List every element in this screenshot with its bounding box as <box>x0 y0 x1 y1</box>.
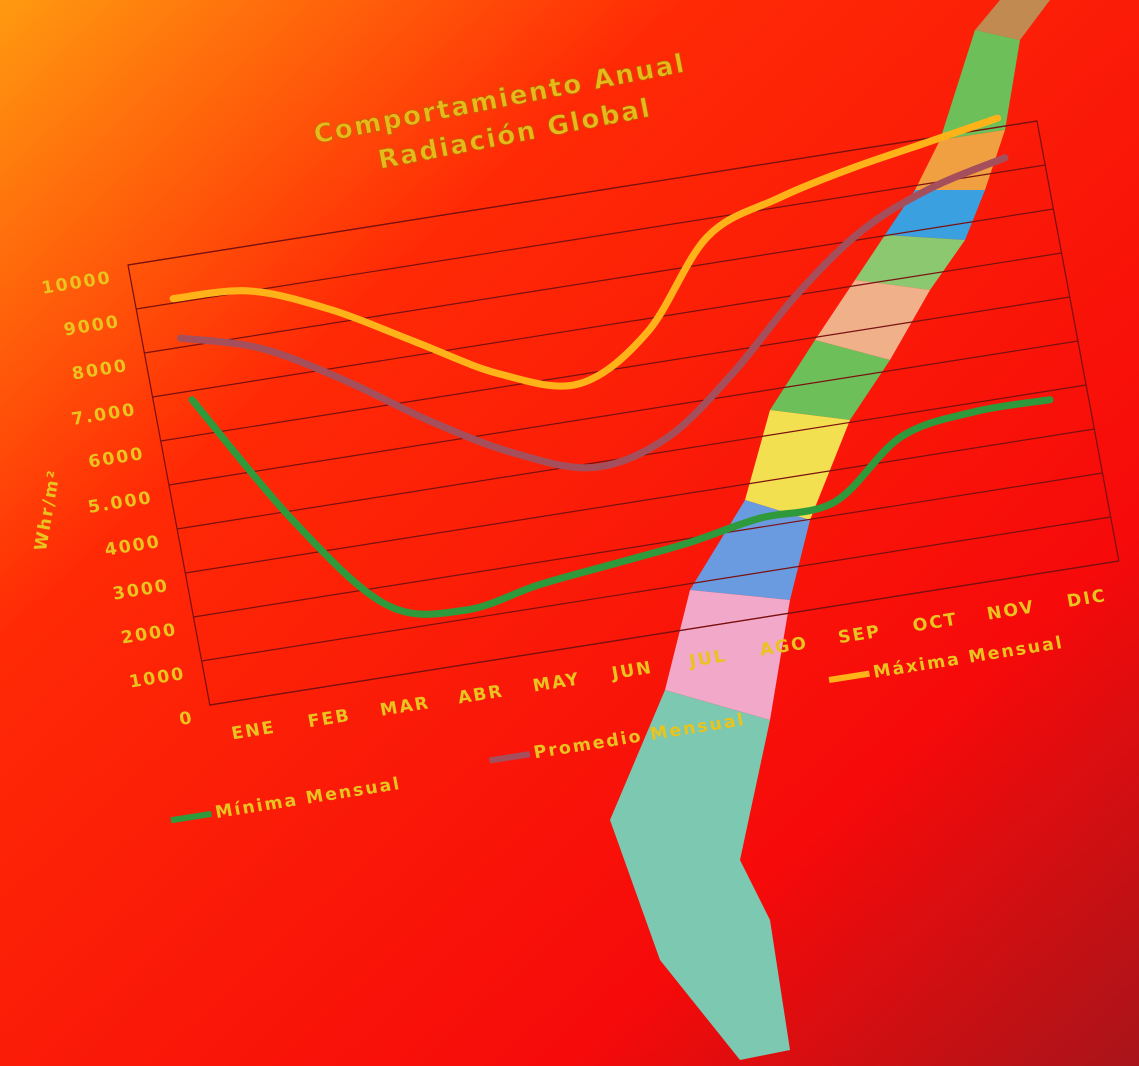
grid-line <box>127 120 1038 266</box>
series-line <box>177 154 1009 472</box>
grid-line <box>160 296 1070 442</box>
legend-swatch <box>488 751 531 764</box>
legend-swatch <box>828 670 871 684</box>
plot: 010002000300040005.00060007.000800090001… <box>40 114 1120 824</box>
grid-line <box>168 340 1079 486</box>
y-tick-label: 0 <box>178 708 196 730</box>
grid-line <box>201 516 1111 662</box>
legend-swatch <box>170 810 212 824</box>
grid-line <box>193 472 1103 618</box>
grid-line <box>185 428 1095 574</box>
grid-line <box>136 164 1046 310</box>
series-line <box>188 396 1054 618</box>
grid-line <box>209 560 1119 706</box>
grid-line <box>152 252 1062 398</box>
grid-line <box>144 208 1054 354</box>
series-line <box>169 114 1002 390</box>
